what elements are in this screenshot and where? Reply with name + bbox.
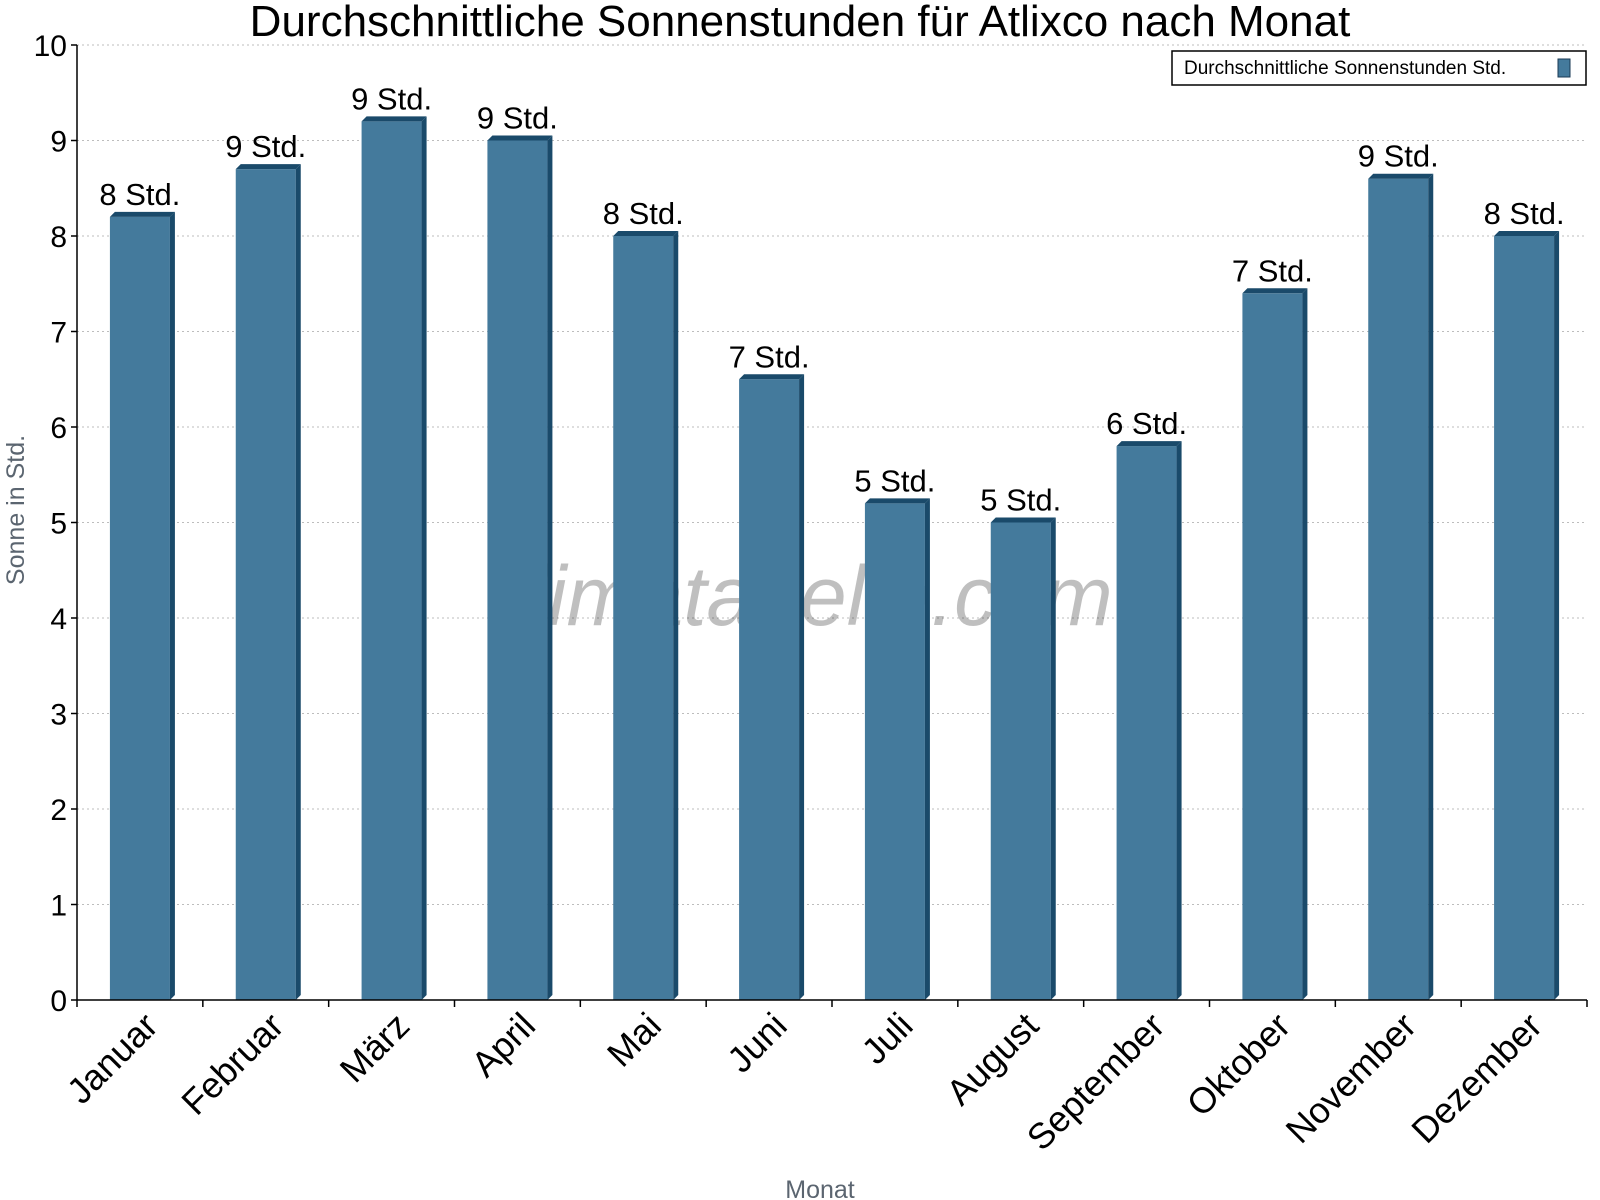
legend-box <box>1171 50 1587 86</box>
y-axis-title: Sonne in Std. <box>2 435 30 585</box>
data-labels: 8 Std. 9 Std. 9 Std. 9 Std. 8 Std. 7 Std. 5 St… <box>99 81 1564 517</box>
grid-lines <box>77 44 1587 905</box>
bar-januar <box>109 211 175 1000</box>
bar-side <box>169 211 175 1000</box>
x-tick-label: August <box>938 1005 1046 1113</box>
bar-top <box>990 517 1056 523</box>
bar-top <box>613 231 679 236</box>
bar-side <box>799 374 805 1000</box>
x-tick-label: Juli <box>853 1005 920 1072</box>
bars <box>109 116 1560 1001</box>
x-tick-label: Oktober <box>1179 1005 1299 1125</box>
legend-swatch <box>1557 58 1571 78</box>
bar-face <box>864 503 925 1000</box>
chart-title: Durchschnittliche Sonnenstunden für Atli… <box>250 0 1351 46</box>
bar-side <box>295 164 301 1000</box>
y-tick-labels: 0 1 2 3 4 5 6 7 8 9 10 <box>34 30 67 1018</box>
bar-face <box>990 522 1051 1000</box>
y-tick-label: 7 <box>50 317 67 350</box>
bar-side <box>1050 517 1056 1000</box>
x-tick-label: Dezember <box>1403 1005 1549 1151</box>
data-label: 9 Std. <box>477 101 558 136</box>
bar-face <box>1368 178 1429 1000</box>
bar-face <box>1116 446 1177 1001</box>
bar-top <box>739 374 805 380</box>
bar-mai <box>613 231 679 1000</box>
bar-side <box>1428 173 1434 1000</box>
y-tick-label: 6 <box>50 412 67 445</box>
bar-august <box>990 517 1056 1000</box>
x-tick-label: Mai <box>599 1005 669 1075</box>
x-tick-label: April <box>463 1005 543 1085</box>
bar-side <box>924 498 930 1000</box>
data-label: 8 Std. <box>1484 196 1565 231</box>
axes <box>71 44 1588 1007</box>
x-tick-label: September <box>1019 1005 1173 1159</box>
data-label: 6 Std. <box>1106 406 1187 441</box>
bar-dezember <box>1494 231 1560 1000</box>
y-tick-label: 2 <box>50 794 67 827</box>
bar-face <box>109 216 170 1000</box>
bar-juni <box>739 374 805 1000</box>
data-label: 5 Std. <box>854 463 935 498</box>
bar-april <box>487 135 553 1000</box>
bar-face <box>739 379 800 1000</box>
data-label: 7 Std. <box>729 339 810 374</box>
x-tick-label: Juni <box>719 1005 795 1081</box>
bar-top <box>235 164 301 170</box>
bar-top <box>487 135 553 141</box>
y-tick-label: 4 <box>50 603 67 636</box>
legend: Durchschnittliche Sonnenstunden Std. <box>1171 50 1587 86</box>
x-tick-label: Februar <box>173 1005 291 1123</box>
bar-märz <box>361 116 427 1000</box>
legend-label: Durchschnittliche Sonnenstunden Std. <box>1184 58 1506 79</box>
bar-side <box>421 116 427 1000</box>
bar-november <box>1368 173 1434 1000</box>
x-tick-label: November <box>1277 1005 1423 1151</box>
bar-side <box>547 135 553 1000</box>
x-tick-labels: Januar Februar März April Mai Juni Juli AugustS… <box>59 1005 1550 1159</box>
data-label: 9 Std. <box>351 81 432 116</box>
data-label: 7 Std. <box>1232 253 1313 288</box>
bar-side <box>673 231 679 1000</box>
bar-top <box>109 211 175 217</box>
bar-face <box>235 169 296 1000</box>
bar-top <box>361 116 427 122</box>
y-tick-label: 10 <box>34 30 67 63</box>
y-tick-label: 3 <box>50 699 67 732</box>
y-tick-label: 0 <box>50 985 67 1018</box>
data-label: 8 Std. <box>99 177 180 212</box>
y-tick-label: 8 <box>50 221 67 254</box>
bar-side <box>1554 231 1560 1000</box>
bar-top <box>864 498 930 504</box>
bar-oktober <box>1242 288 1308 1000</box>
bar-top <box>1368 173 1434 179</box>
y-tick-label: 1 <box>50 890 67 923</box>
bar-face <box>1242 293 1303 1000</box>
x-tick-label: Januar <box>59 1005 166 1112</box>
bar-face <box>487 140 548 1000</box>
bar-face <box>361 121 422 1000</box>
data-label: 8 Std. <box>603 196 684 231</box>
x-tick-label: März <box>332 1005 418 1091</box>
bar-top <box>1494 231 1560 236</box>
bar-top <box>1242 288 1308 294</box>
data-label: 9 Std. <box>1358 139 1439 174</box>
y-tick-label: 5 <box>50 508 67 541</box>
bar-face <box>1494 236 1555 1000</box>
y-tick-label: 9 <box>50 126 67 159</box>
bar-side <box>1176 441 1182 1001</box>
data-label: 9 Std. <box>225 129 306 164</box>
bar-juli <box>864 498 930 1000</box>
data-label: 5 Std. <box>980 483 1061 518</box>
x-axis-title: Monat <box>785 1176 855 1200</box>
bar-top <box>1116 441 1182 447</box>
bar-face <box>613 236 674 1000</box>
bar-september <box>1116 441 1182 1001</box>
bar-februar <box>235 164 301 1000</box>
bar-side <box>1302 288 1308 1000</box>
